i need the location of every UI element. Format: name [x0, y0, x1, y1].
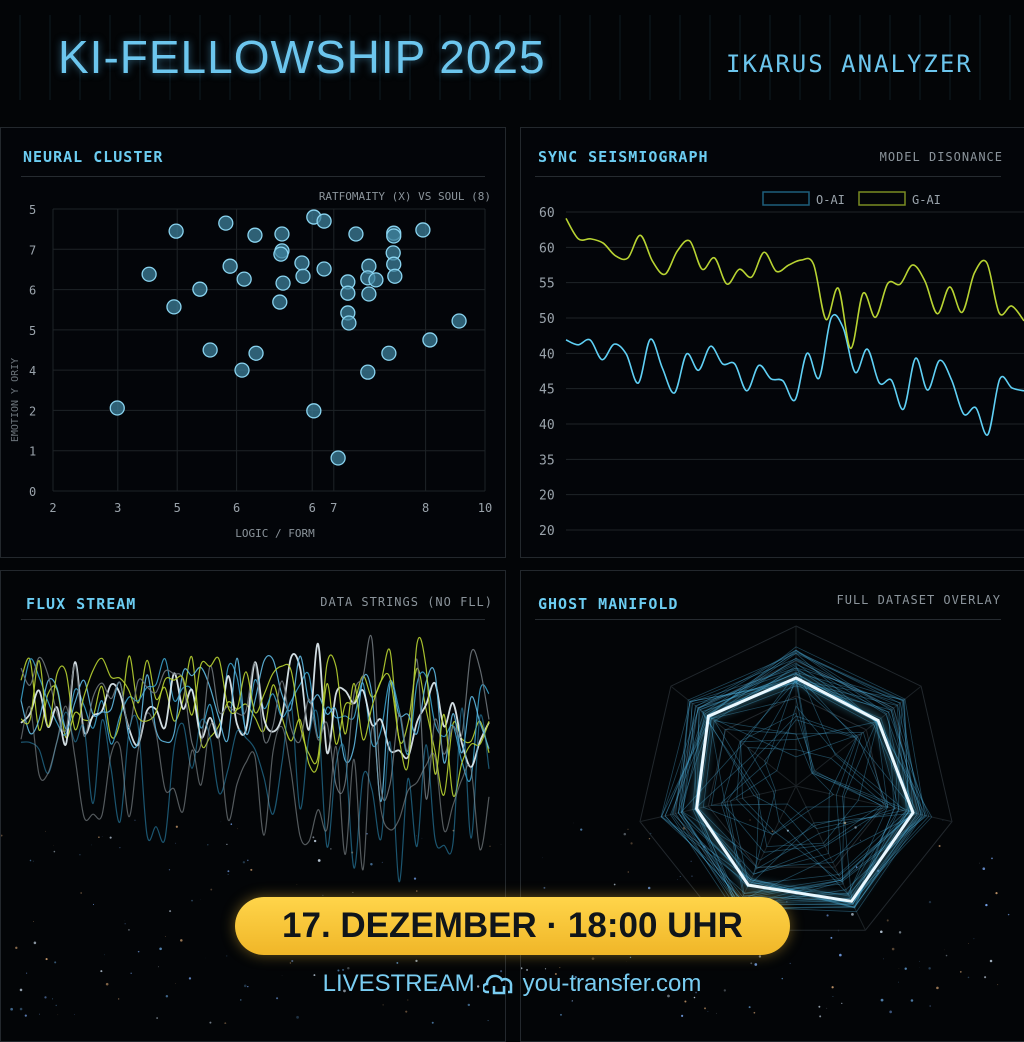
- x-axis-label: LOGIC / FORM: [235, 527, 315, 540]
- x-tick-label: 6: [233, 501, 240, 515]
- x-tick-label: 2: [49, 501, 56, 515]
- livestream-line[interactable]: LIVESTREAM you-transfer.com: [0, 970, 1024, 998]
- app-subtitle: IKARUS ANALYZER: [726, 50, 973, 78]
- y-tick-label: 40: [539, 347, 555, 362]
- radar-series: [703, 721, 886, 835]
- y-tick-label: 45: [539, 383, 555, 398]
- scatter-point: [331, 451, 345, 465]
- data-string: [21, 706, 489, 870]
- scatter-point: [361, 365, 375, 379]
- radar-series: [697, 665, 923, 912]
- scatter-point: [317, 262, 331, 276]
- scatter-point: [317, 214, 331, 228]
- y-tick-label: 50: [539, 312, 555, 327]
- scatter-point: [274, 247, 288, 261]
- scatter-point: [452, 314, 466, 328]
- y-tick-label: 20: [539, 524, 555, 539]
- scatter-point: [388, 269, 402, 283]
- scatter-point: [237, 272, 251, 286]
- y-tick-label: 60: [539, 241, 555, 256]
- radar-series: [737, 681, 834, 835]
- scatter-point: [169, 224, 183, 238]
- scatter-point: [423, 333, 437, 347]
- scatter-point: [369, 273, 383, 287]
- scatter-point: [223, 259, 237, 273]
- scatter-point: [235, 363, 249, 377]
- y-tick-label: 2: [29, 404, 36, 418]
- scatter-point: [387, 229, 401, 243]
- legend-label: O-AI: [816, 193, 845, 207]
- scatter-point: [249, 346, 263, 360]
- legend-label: G-AI: [912, 193, 941, 207]
- scatter-point: [273, 295, 287, 309]
- y-axis-label: EMOTION Y ORIY: [10, 358, 21, 442]
- scatter-point: [248, 228, 262, 242]
- y-tick-label: 6: [29, 284, 36, 298]
- radar-axis: [796, 786, 865, 930]
- x-tick-label: 7: [330, 501, 337, 515]
- x-tick-label: 5: [174, 501, 181, 515]
- legend-swatch: [859, 192, 905, 205]
- scatter-point: [275, 227, 289, 241]
- chart-subtitle: RATFOMAITY (X) VS SOUL (8): [319, 190, 491, 203]
- y-tick-label: 1: [29, 445, 36, 459]
- event-date-text: 17. DEZEMBER · 18:00 UHR: [282, 906, 743, 946]
- scatter-point: [416, 223, 430, 237]
- y-tick-label: 7: [29, 243, 36, 257]
- series-line-o-ai: [566, 315, 1024, 435]
- scatter-point: [203, 343, 217, 357]
- scatter-point: [295, 256, 309, 270]
- scatter-point: [349, 227, 363, 241]
- y-tick-label: 20: [539, 489, 555, 504]
- x-tick-label: 10: [478, 501, 492, 515]
- scatter-point: [307, 404, 321, 418]
- livestream-label: LIVESTREAM: [323, 970, 475, 998]
- y-tick-label: 5: [29, 324, 36, 338]
- radar-axis: [640, 786, 796, 822]
- legend-swatch: [763, 192, 809, 205]
- y-tick-label: 4: [29, 364, 36, 378]
- livestream-url[interactable]: you-transfer.com: [523, 970, 702, 998]
- scatter-point: [219, 216, 233, 230]
- scatter-point: [342, 316, 356, 330]
- scatter-point: [276, 276, 290, 290]
- scatter-point: [167, 300, 181, 314]
- scatter-point: [142, 267, 156, 281]
- x-tick-label: 6: [309, 501, 316, 515]
- scatter-point: [296, 269, 310, 283]
- x-tick-label: 3: [114, 501, 121, 515]
- scatter-point: [193, 282, 207, 296]
- y-tick-label: 35: [539, 453, 555, 468]
- x-tick-label: 8: [422, 501, 429, 515]
- scatter-point: [382, 346, 396, 360]
- scatter-point: [110, 401, 124, 415]
- cloud-transfer-icon: [483, 972, 515, 996]
- scatter-point: [341, 286, 355, 300]
- y-tick-label: 0: [29, 485, 36, 499]
- page-title: KI-FELLOWSHIP 2025: [58, 30, 546, 84]
- scatter-point: [362, 287, 376, 301]
- y-tick-label: 5: [29, 203, 36, 217]
- series-line-g-ai: [566, 218, 1024, 348]
- y-tick-label: 40: [539, 418, 555, 433]
- y-tick-label: 55: [539, 277, 555, 292]
- event-date-banner: 17. DEZEMBER · 18:00 UHR: [235, 897, 790, 955]
- y-tick-label: 60: [539, 206, 555, 221]
- line-chart: 60 60 55 50 40 45 40 35 20 20 O-AI G-AI: [521, 128, 1024, 557]
